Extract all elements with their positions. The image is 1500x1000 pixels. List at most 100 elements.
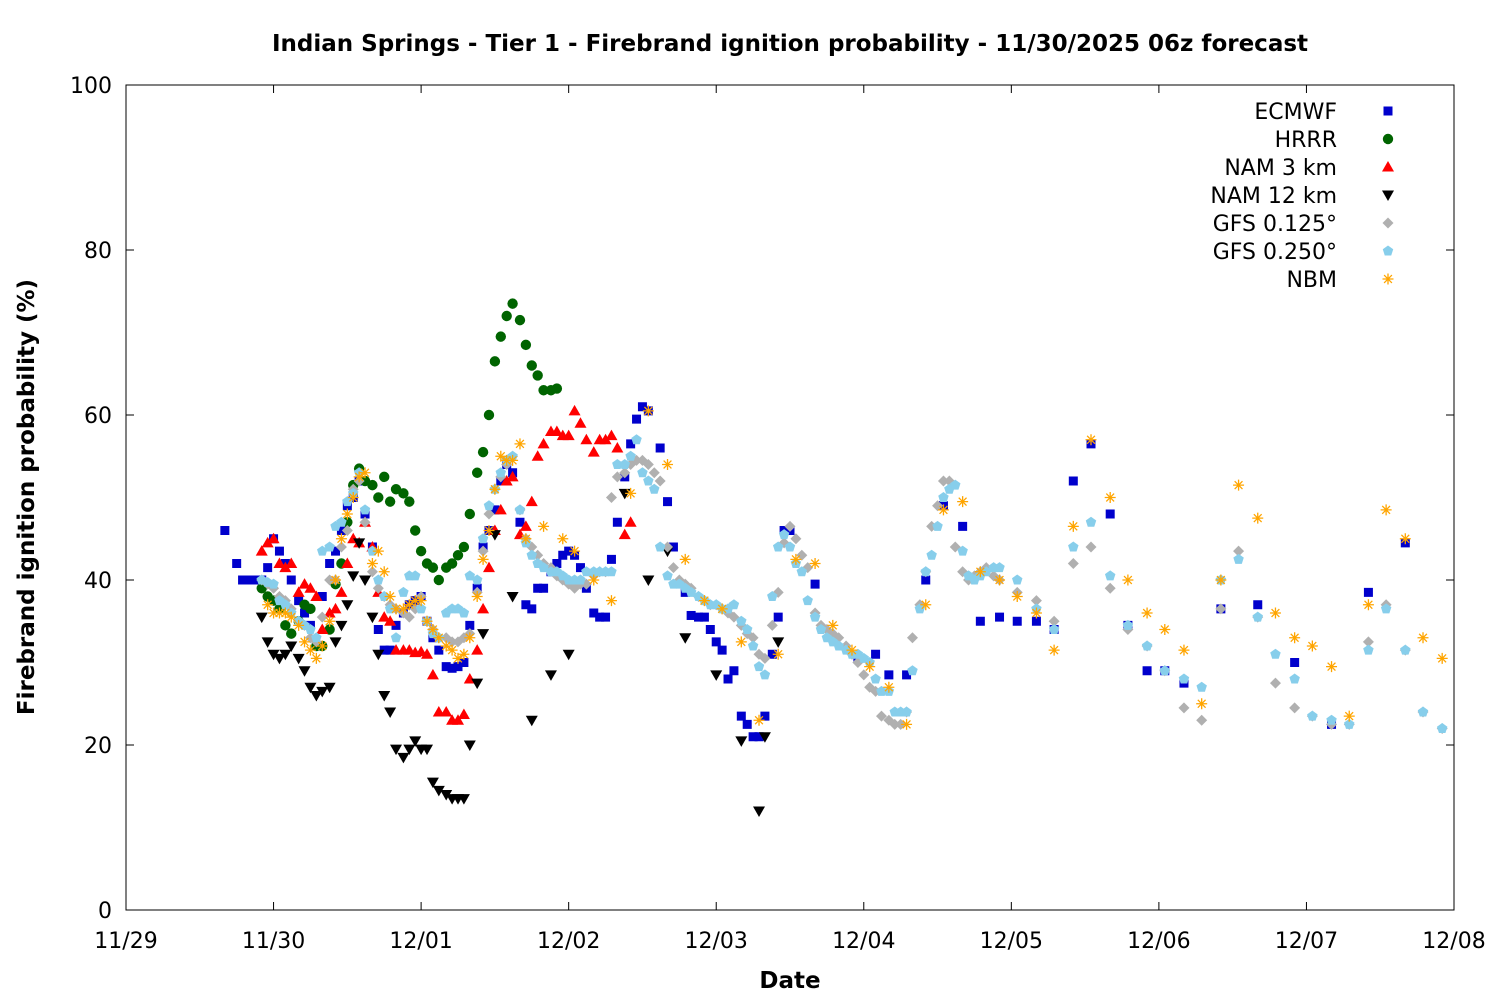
data-point (262, 599, 274, 611)
data-point (1178, 702, 1190, 714)
data-point (1417, 632, 1429, 644)
data-point (784, 541, 796, 552)
series-nam-12-km (255, 488, 785, 817)
y-tick-label: 40 (84, 569, 112, 594)
data-point (605, 492, 617, 503)
data-point (1085, 541, 1097, 553)
data-point (642, 405, 654, 417)
data-point (268, 607, 280, 619)
data-point (506, 470, 519, 482)
data-point (483, 508, 495, 520)
data-point (427, 624, 439, 635)
data-point (463, 740, 476, 751)
data-point (1196, 698, 1208, 710)
data-point (459, 658, 469, 667)
data-point (802, 595, 813, 606)
data-point (359, 575, 372, 586)
data-point (298, 578, 311, 589)
data-point (1031, 616, 1041, 626)
data-point (311, 632, 322, 643)
data-point (366, 558, 378, 569)
data-point (317, 545, 328, 556)
data-point (1178, 644, 1190, 656)
data-point (663, 497, 673, 507)
data-point (717, 645, 727, 655)
data-point (526, 360, 537, 371)
data-point (519, 520, 532, 531)
data-point (415, 595, 427, 607)
data-point (1122, 619, 1134, 630)
data-point (507, 298, 518, 309)
data-point (642, 575, 655, 586)
data-point (1400, 644, 1411, 655)
data-point (1270, 648, 1281, 659)
data-point (453, 662, 463, 672)
data-point (1233, 545, 1245, 557)
data-point (662, 459, 674, 470)
data-point (662, 570, 673, 581)
data-point (550, 425, 563, 436)
data-point (335, 620, 348, 632)
data-point (304, 682, 317, 694)
data-point (747, 640, 759, 651)
data-point (624, 516, 637, 527)
data-point (531, 450, 544, 461)
data-point (471, 467, 483, 478)
data-point (304, 582, 317, 593)
data-point (1289, 702, 1301, 714)
data-point (495, 467, 507, 478)
data-point (759, 652, 771, 664)
data-point (1380, 603, 1392, 614)
data-point (1011, 591, 1023, 602)
data-point (612, 517, 622, 527)
data-point (273, 653, 286, 665)
data-point (489, 356, 501, 367)
data-point (1289, 673, 1300, 684)
data-point (767, 649, 777, 659)
data-point (304, 644, 316, 656)
data-point (477, 629, 490, 640)
data-point (379, 471, 390, 483)
data-point (902, 670, 912, 680)
data-point (372, 545, 384, 557)
data-point (612, 459, 623, 469)
data-point (901, 718, 913, 730)
data-point (551, 383, 563, 394)
data-point (870, 673, 881, 684)
data-point (477, 553, 489, 565)
data-point (521, 600, 531, 610)
data-point (1048, 644, 1060, 656)
series-ecmwf (220, 402, 1410, 742)
y-tick-label: 60 (84, 404, 112, 429)
data-point (1215, 603, 1227, 615)
data-point (329, 602, 342, 614)
legend-marker (1382, 273, 1394, 285)
data-point (1233, 479, 1245, 491)
data-point (1436, 652, 1448, 664)
data-point (742, 719, 752, 729)
data-point (532, 370, 543, 381)
data-point (331, 546, 341, 556)
data-points (220, 298, 1448, 817)
data-point (251, 575, 261, 585)
data-point (809, 611, 821, 622)
data-point (533, 583, 543, 593)
data-point (589, 608, 599, 618)
data-point (580, 433, 593, 445)
data-point (1085, 516, 1097, 527)
x-axis-label: Date (759, 968, 820, 994)
data-point (372, 582, 384, 594)
data-point (501, 454, 513, 466)
data-point (558, 550, 568, 560)
data-point (1362, 599, 1374, 611)
data-point (875, 710, 887, 722)
data-point (279, 649, 292, 661)
data-point (482, 561, 495, 573)
data-point (446, 558, 458, 569)
data-point (562, 649, 575, 661)
data-point (574, 417, 587, 428)
data-point (606, 554, 616, 564)
legend-label: GFS 0.250° (1213, 240, 1337, 265)
data-point (575, 574, 586, 585)
data-point (957, 496, 969, 508)
